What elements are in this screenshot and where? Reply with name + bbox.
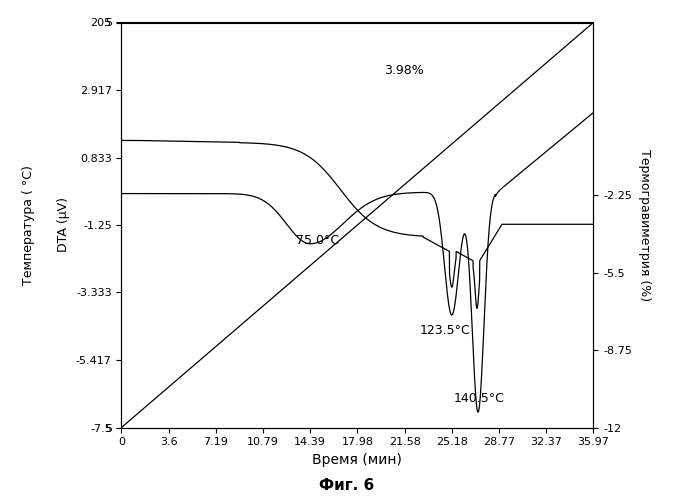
Text: 3.98%: 3.98% [384,64,423,78]
Text: Фиг. 6: Фиг. 6 [319,478,375,493]
Y-axis label: DTA (μV): DTA (μV) [58,198,70,252]
Text: 140.5°C: 140.5°C [453,392,505,404]
Text: 75.0°C: 75.0°C [296,234,339,248]
X-axis label: Время (мин): Время (мин) [312,453,403,467]
Y-axis label: Термогравиметрия (%): Термогравиметрия (%) [638,149,652,301]
Y-axis label: Температура ( °C): Температура ( °C) [22,165,35,285]
Text: 123.5°C: 123.5°C [419,324,470,336]
